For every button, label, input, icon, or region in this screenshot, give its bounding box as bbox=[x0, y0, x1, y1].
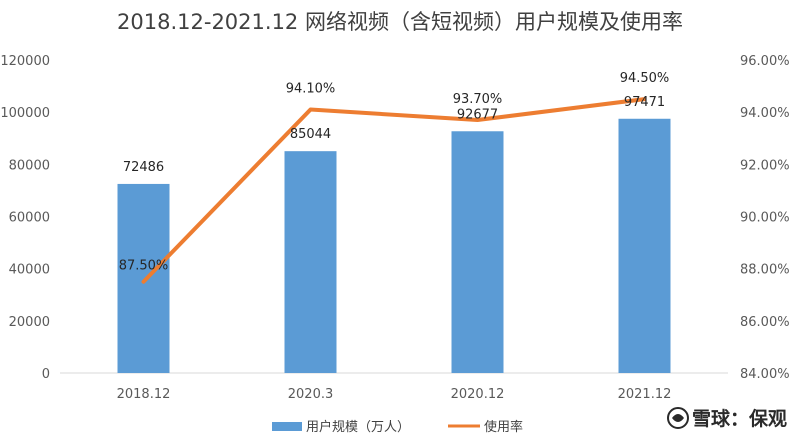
left-axis-tick-label: 40000 bbox=[9, 263, 50, 278]
bar-data-label: 85044 bbox=[290, 127, 331, 142]
right-axis-tick-label: 88.00% bbox=[740, 263, 790, 278]
right-axis: 84.00% 86.00% 88.00% 90.00% 92.00% 94.00% 96.0… bbox=[740, 54, 790, 382]
x-axis-tick-label: 2020.12 bbox=[451, 387, 505, 402]
bar-data-label: 92677 bbox=[457, 107, 498, 122]
watermark: 雪球：保观 bbox=[667, 407, 787, 430]
left-axis-tick-label: 80000 bbox=[9, 158, 50, 173]
chart-title: 2018.12-2021.12 网络视频（含短视频）用户规模及使用率 bbox=[117, 10, 683, 34]
bar-series bbox=[117, 118, 671, 373]
x-axis-tick-label: 2021.12 bbox=[618, 387, 672, 402]
data-labels: 72486 85044 92677 97471 87.50% 94.10% 93.70% 94… bbox=[119, 71, 670, 274]
bar bbox=[117, 183, 170, 373]
bar-data-label: 97471 bbox=[624, 95, 665, 110]
right-axis-tick-label: 86.00% bbox=[740, 315, 790, 330]
x-axis-tick-label: 2018.12 bbox=[117, 387, 171, 402]
line-data-label: 94.10% bbox=[286, 82, 336, 97]
legend: 用户规模（万人） 使用率 bbox=[272, 419, 523, 435]
left-axis-tick-label: 0 bbox=[42, 367, 50, 382]
line-data-label: 93.70% bbox=[453, 92, 503, 107]
bar bbox=[284, 151, 337, 373]
right-axis-tick-label: 92.00% bbox=[740, 158, 790, 173]
x-axis-ticks: 2018.12 2020.3 2020.12 2021.12 bbox=[117, 387, 672, 402]
left-axis-tick-label: 20000 bbox=[9, 315, 50, 330]
left-axis: 0 20000 40000 60000 80000 100000 120000 bbox=[0, 54, 50, 382]
watermark-text: 雪球：保观 bbox=[692, 407, 787, 430]
line-series bbox=[141, 97, 647, 284]
bar-data-label: 72486 bbox=[123, 160, 164, 175]
legend-label-line: 使用率 bbox=[484, 419, 523, 435]
right-axis-tick-label: 84.00% bbox=[740, 367, 790, 382]
bar bbox=[618, 118, 671, 373]
right-axis-tick-label: 90.00% bbox=[740, 211, 790, 226]
xueqiu-snowball-icon bbox=[667, 407, 689, 429]
line-path bbox=[141, 97, 647, 284]
line-data-label: 94.50% bbox=[620, 71, 670, 86]
right-axis-tick-label: 96.00% bbox=[740, 54, 790, 69]
left-axis-tick-label: 60000 bbox=[9, 211, 50, 226]
legend-label-bar: 用户规模（万人） bbox=[306, 419, 410, 435]
bar bbox=[451, 131, 504, 373]
legend-swatch-bar bbox=[272, 422, 302, 431]
x-axis-tick-label: 2020.3 bbox=[288, 387, 334, 402]
left-axis-tick-label: 120000 bbox=[0, 54, 50, 69]
left-axis-tick-label: 100000 bbox=[0, 106, 50, 121]
right-axis-tick-label: 94.00% bbox=[740, 106, 790, 121]
line-data-label: 87.50% bbox=[119, 259, 169, 274]
